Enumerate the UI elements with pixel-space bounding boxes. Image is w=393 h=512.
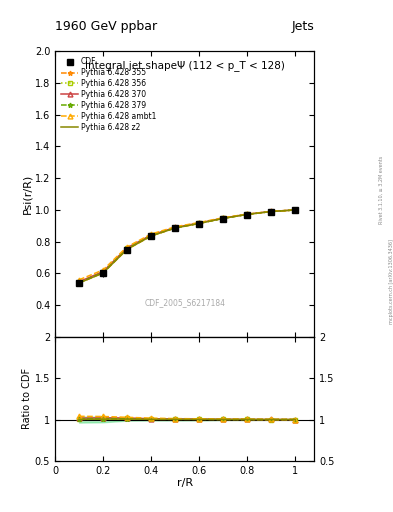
Pythia 6.428 z2 [197, 220, 202, 226]
Text: mcplots.cern.ch [arXiv:1306.3436]: mcplots.cern.ch [arXiv:1306.3436] [389, 239, 393, 324]
Pythia 6.428 379 [245, 211, 250, 218]
Pythia 6.428 356 [269, 208, 274, 215]
Pythia 6.428 356 [293, 207, 298, 213]
Y-axis label: Psi(r/R): Psi(r/R) [22, 174, 32, 214]
Pythia 6.428 356 [77, 279, 81, 285]
Pythia 6.428 355 [269, 208, 274, 215]
Pythia 6.428 ambt1 [221, 215, 226, 221]
Pythia 6.428 370 [77, 279, 81, 285]
Pythia 6.428 z2 [77, 280, 81, 286]
Y-axis label: Ratio to CDF: Ratio to CDF [22, 368, 32, 430]
Pythia 6.428 356 [125, 245, 129, 251]
Pythia 6.428 379 [197, 220, 202, 226]
Text: Integral jet shapeΨ (112 < p_T < 128): Integral jet shapeΨ (112 < p_T < 128) [85, 60, 285, 71]
Pythia 6.428 ambt1 [101, 267, 105, 273]
Pythia 6.428 370 [245, 211, 250, 217]
Text: CDF_2005_S6217184: CDF_2005_S6217184 [144, 298, 225, 307]
Line: Pythia 6.428 370: Pythia 6.428 370 [77, 207, 298, 284]
Pythia 6.428 z2 [125, 246, 129, 252]
Pythia 6.428 370 [173, 224, 178, 230]
Pythia 6.428 379 [221, 216, 226, 222]
Pythia 6.428 370 [269, 208, 274, 215]
Pythia 6.428 379 [173, 225, 178, 231]
Text: Rivet 3.1.10, ≥ 3.2M events: Rivet 3.1.10, ≥ 3.2M events [379, 155, 384, 224]
Pythia 6.428 ambt1 [173, 224, 178, 230]
Pythia 6.428 370 [221, 215, 226, 221]
Pythia 6.428 355 [149, 233, 153, 239]
Pythia 6.428 z2 [245, 211, 250, 218]
Pythia 6.428 379 [293, 207, 298, 213]
Pythia 6.428 355 [77, 280, 81, 286]
Pythia 6.428 379 [125, 246, 129, 252]
Pythia 6.428 370 [125, 245, 129, 251]
Pythia 6.428 356 [221, 215, 226, 221]
Pythia 6.428 ambt1 [269, 208, 274, 215]
Pythia 6.428 370 [101, 268, 105, 274]
Pythia 6.428 z2 [221, 216, 226, 222]
Pythia 6.428 ambt1 [197, 220, 202, 226]
Pythia 6.428 z2 [293, 207, 298, 213]
Pythia 6.428 z2 [173, 225, 178, 231]
Pythia 6.428 355 [221, 216, 226, 222]
Pythia 6.428 ambt1 [77, 277, 81, 283]
Pythia 6.428 356 [101, 269, 105, 275]
Pythia 6.428 355 [245, 211, 250, 218]
X-axis label: r/R: r/R [176, 478, 193, 488]
Pythia 6.428 355 [293, 207, 298, 213]
Pythia 6.428 ambt1 [149, 231, 153, 237]
Line: Pythia 6.428 355: Pythia 6.428 355 [77, 207, 298, 285]
Pythia 6.428 ambt1 [293, 207, 298, 213]
Pythia 6.428 356 [245, 211, 250, 218]
Line: Pythia 6.428 z2: Pythia 6.428 z2 [79, 210, 295, 283]
Line: Pythia 6.428 379: Pythia 6.428 379 [77, 207, 298, 285]
Pythia 6.428 370 [149, 232, 153, 238]
Pythia 6.428 370 [293, 207, 298, 213]
Pythia 6.428 379 [101, 269, 105, 275]
Pythia 6.428 ambt1 [245, 211, 250, 217]
Pythia 6.428 370 [197, 220, 202, 226]
Line: Pythia 6.428 ambt1: Pythia 6.428 ambt1 [77, 207, 298, 282]
Pythia 6.428 356 [149, 232, 153, 239]
Pythia 6.428 355 [197, 220, 202, 226]
Pythia 6.428 z2 [101, 270, 105, 276]
Pythia 6.428 379 [269, 208, 274, 215]
Pythia 6.428 356 [173, 225, 178, 231]
Pythia 6.428 z2 [149, 233, 153, 239]
Pythia 6.428 ambt1 [125, 244, 129, 250]
Pythia 6.428 355 [125, 246, 129, 252]
Pythia 6.428 379 [77, 280, 81, 286]
Legend: CDF, Pythia 6.428 355, Pythia 6.428 356, Pythia 6.428 370, Pythia 6.428 379, Pyt: CDF, Pythia 6.428 355, Pythia 6.428 356,… [59, 55, 159, 134]
Text: Jets: Jets [292, 20, 314, 33]
Pythia 6.428 379 [149, 232, 153, 239]
Pythia 6.428 355 [101, 270, 105, 276]
Pythia 6.428 356 [197, 220, 202, 226]
Pythia 6.428 355 [173, 225, 178, 231]
Line: Pythia 6.428 356: Pythia 6.428 356 [77, 207, 298, 285]
Pythia 6.428 z2 [269, 208, 274, 215]
Text: 1960 GeV ppbar: 1960 GeV ppbar [55, 20, 157, 33]
